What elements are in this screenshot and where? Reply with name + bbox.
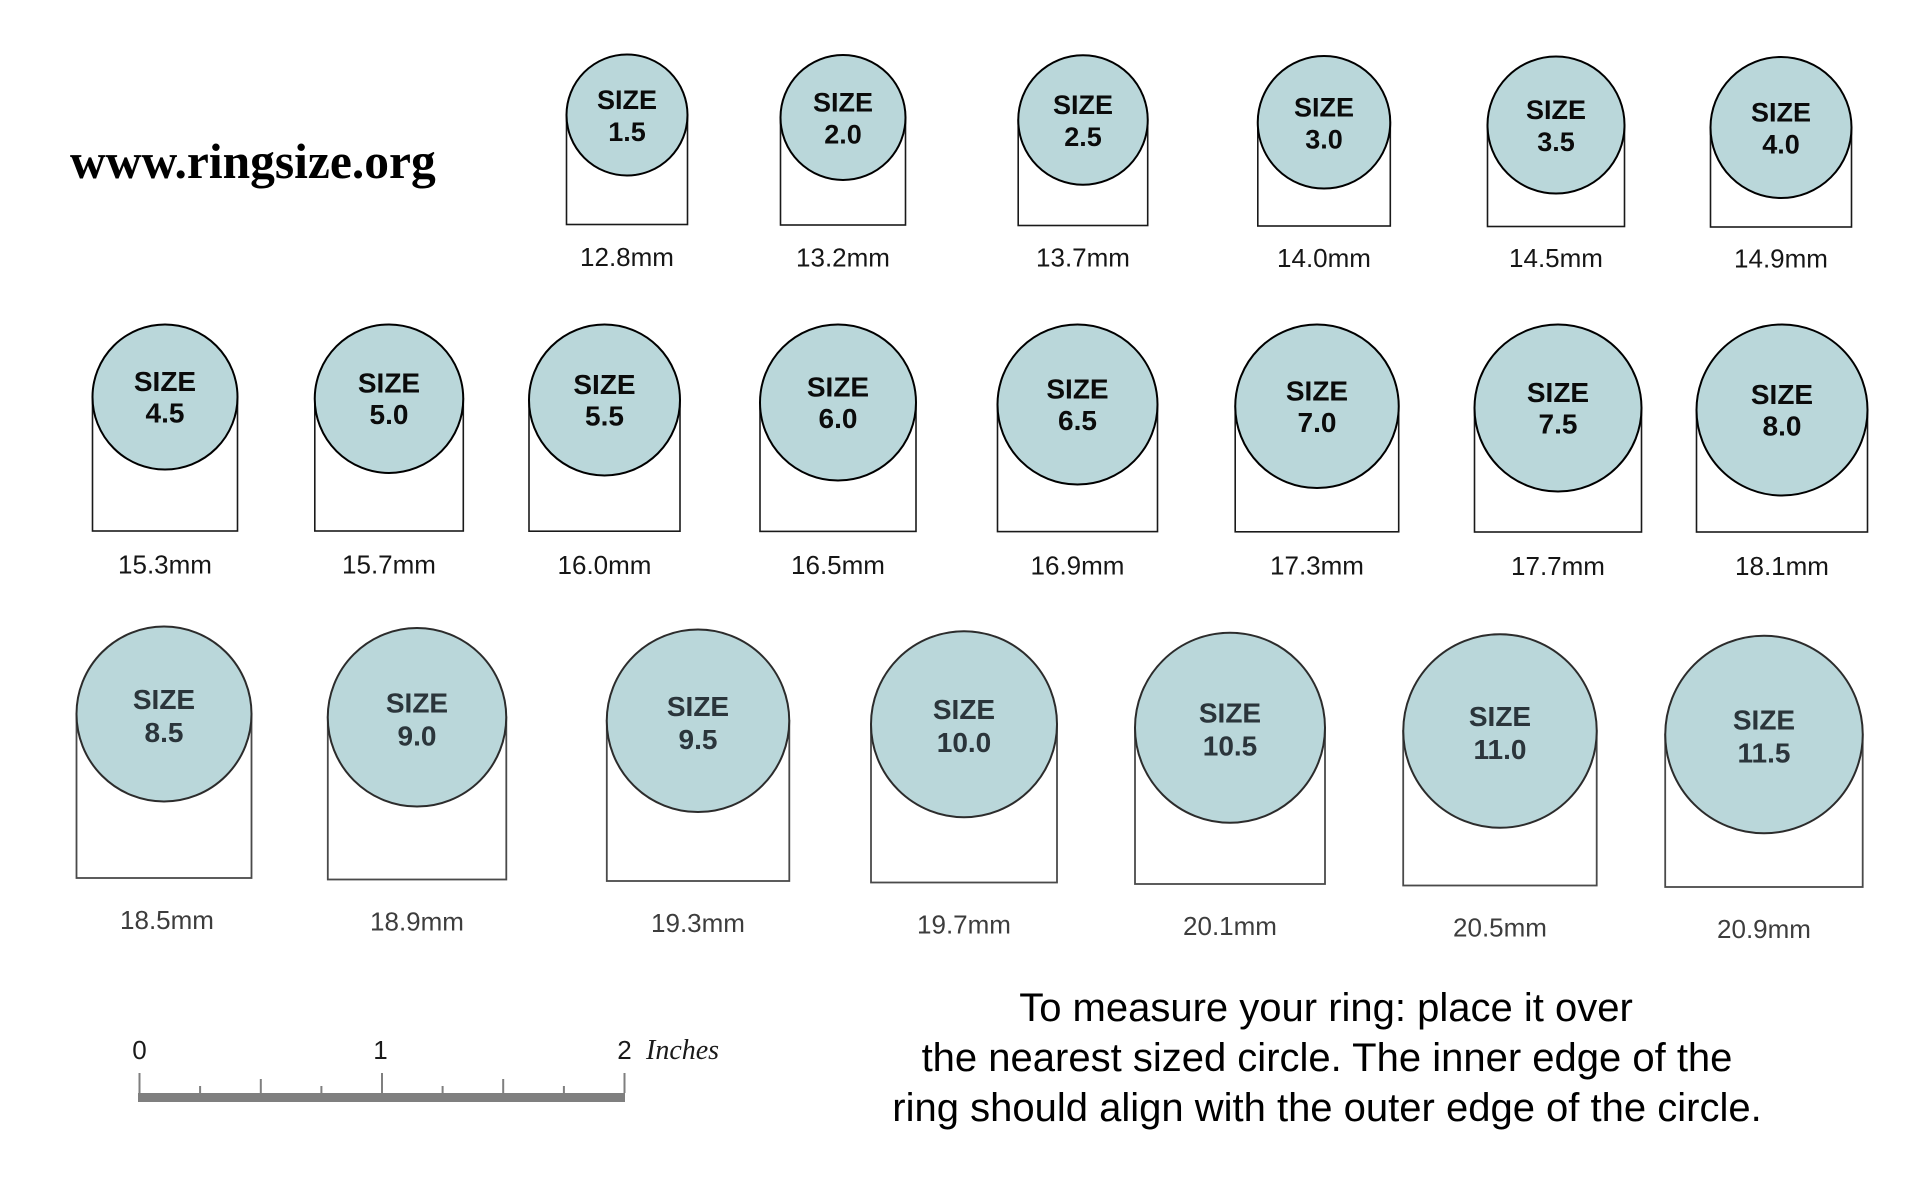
svg-text:SIZE: SIZE	[667, 691, 729, 722]
svg-text:7.0: 7.0	[1298, 407, 1337, 438]
svg-text:3.5: 3.5	[1537, 127, 1575, 157]
svg-text:14.9mm: 14.9mm	[1734, 244, 1828, 274]
svg-text:15.7mm: 15.7mm	[342, 550, 436, 580]
svg-text:10.0: 10.0	[937, 727, 992, 758]
svg-text:15.3mm: 15.3mm	[118, 550, 212, 580]
svg-text:13.7mm: 13.7mm	[1036, 243, 1130, 273]
svg-text:11.5: 11.5	[1738, 738, 1791, 769]
svg-text:14.5mm: 14.5mm	[1509, 243, 1603, 273]
svg-text:SIZE: SIZE	[813, 88, 873, 118]
svg-text:SIZE: SIZE	[134, 366, 196, 397]
svg-text:the nearest sized circle. The: the nearest sized circle. The inner edge…	[922, 1036, 1733, 1080]
svg-text:SIZE: SIZE	[573, 369, 635, 400]
svg-text:0: 0	[132, 1035, 146, 1065]
svg-text:6.0: 6.0	[819, 403, 858, 434]
svg-text:4.5: 4.5	[146, 398, 185, 429]
svg-text:9.5: 9.5	[679, 724, 718, 755]
svg-text:10.5: 10.5	[1203, 731, 1258, 762]
svg-text:3.0: 3.0	[1305, 124, 1343, 154]
svg-text:12.8mm: 12.8mm	[580, 242, 674, 272]
svg-text:19.7mm: 19.7mm	[917, 910, 1011, 940]
svg-text:8.5: 8.5	[145, 717, 184, 748]
svg-text:Inches: Inches	[645, 1035, 719, 1066]
svg-text:6.5: 6.5	[1058, 405, 1097, 436]
svg-text:SIZE: SIZE	[933, 694, 995, 725]
svg-text:SIZE: SIZE	[1527, 377, 1589, 408]
svg-text:SIZE: SIZE	[386, 687, 448, 718]
svg-text:20.9mm: 20.9mm	[1717, 914, 1811, 944]
svg-text:16.9mm: 16.9mm	[1031, 551, 1125, 581]
svg-text:13.2mm: 13.2mm	[796, 242, 890, 272]
svg-text:SIZE: SIZE	[1526, 95, 1586, 125]
svg-text:To measure your ring: place it: To measure your ring: place it over	[1019, 986, 1633, 1030]
svg-text:20.5mm: 20.5mm	[1453, 913, 1547, 943]
svg-text:18.9mm: 18.9mm	[370, 907, 464, 937]
svg-text:9.0: 9.0	[398, 720, 437, 751]
svg-text:5.5: 5.5	[585, 401, 624, 432]
svg-text:20.1mm: 20.1mm	[1183, 911, 1277, 941]
svg-text:SIZE: SIZE	[1469, 701, 1531, 732]
svg-text:4.0: 4.0	[1762, 130, 1800, 160]
svg-text:1.5: 1.5	[608, 117, 646, 147]
svg-text:17.7mm: 17.7mm	[1511, 551, 1605, 581]
svg-text:SIZE: SIZE	[1286, 375, 1348, 406]
svg-text:16.0mm: 16.0mm	[558, 550, 652, 580]
svg-text:11.0: 11.0	[1474, 734, 1527, 765]
svg-text:SIZE: SIZE	[1294, 92, 1354, 122]
svg-text:SIZE: SIZE	[597, 85, 657, 115]
svg-text:SIZE: SIZE	[1053, 90, 1113, 120]
svg-text:17.3mm: 17.3mm	[1270, 551, 1364, 581]
svg-text:ring should align with the out: ring should align with the outer edge of…	[892, 1086, 1761, 1130]
svg-text:8.0: 8.0	[1763, 411, 1802, 442]
svg-text:5.0: 5.0	[370, 399, 409, 430]
svg-text:SIZE: SIZE	[1199, 698, 1261, 729]
svg-text:SIZE: SIZE	[1751, 379, 1813, 410]
svg-text:SIZE: SIZE	[1733, 705, 1795, 736]
svg-text:7.5: 7.5	[1539, 409, 1578, 440]
svg-text:18.5mm: 18.5mm	[120, 905, 214, 935]
svg-text:SIZE: SIZE	[1751, 98, 1811, 128]
svg-text:SIZE: SIZE	[133, 684, 195, 715]
svg-text:SIZE: SIZE	[807, 372, 869, 403]
svg-text:2: 2	[617, 1035, 631, 1065]
svg-text:SIZE: SIZE	[358, 368, 420, 399]
svg-text:1: 1	[373, 1035, 387, 1065]
svg-text:18.1mm: 18.1mm	[1735, 551, 1829, 581]
svg-text:19.3mm: 19.3mm	[651, 908, 745, 938]
svg-text:14.0mm: 14.0mm	[1277, 243, 1371, 273]
svg-text:2.0: 2.0	[824, 120, 862, 150]
svg-text:2.5: 2.5	[1064, 122, 1102, 152]
svg-text:SIZE: SIZE	[1046, 374, 1108, 405]
svg-text:16.5mm: 16.5mm	[791, 550, 885, 580]
svg-text:www.ringsize.org: www.ringsize.org	[70, 134, 436, 189]
